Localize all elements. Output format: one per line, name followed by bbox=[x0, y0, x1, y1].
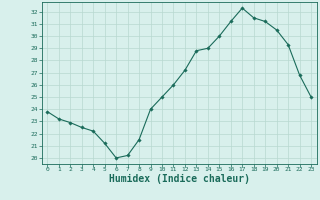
X-axis label: Humidex (Indice chaleur): Humidex (Indice chaleur) bbox=[109, 174, 250, 184]
